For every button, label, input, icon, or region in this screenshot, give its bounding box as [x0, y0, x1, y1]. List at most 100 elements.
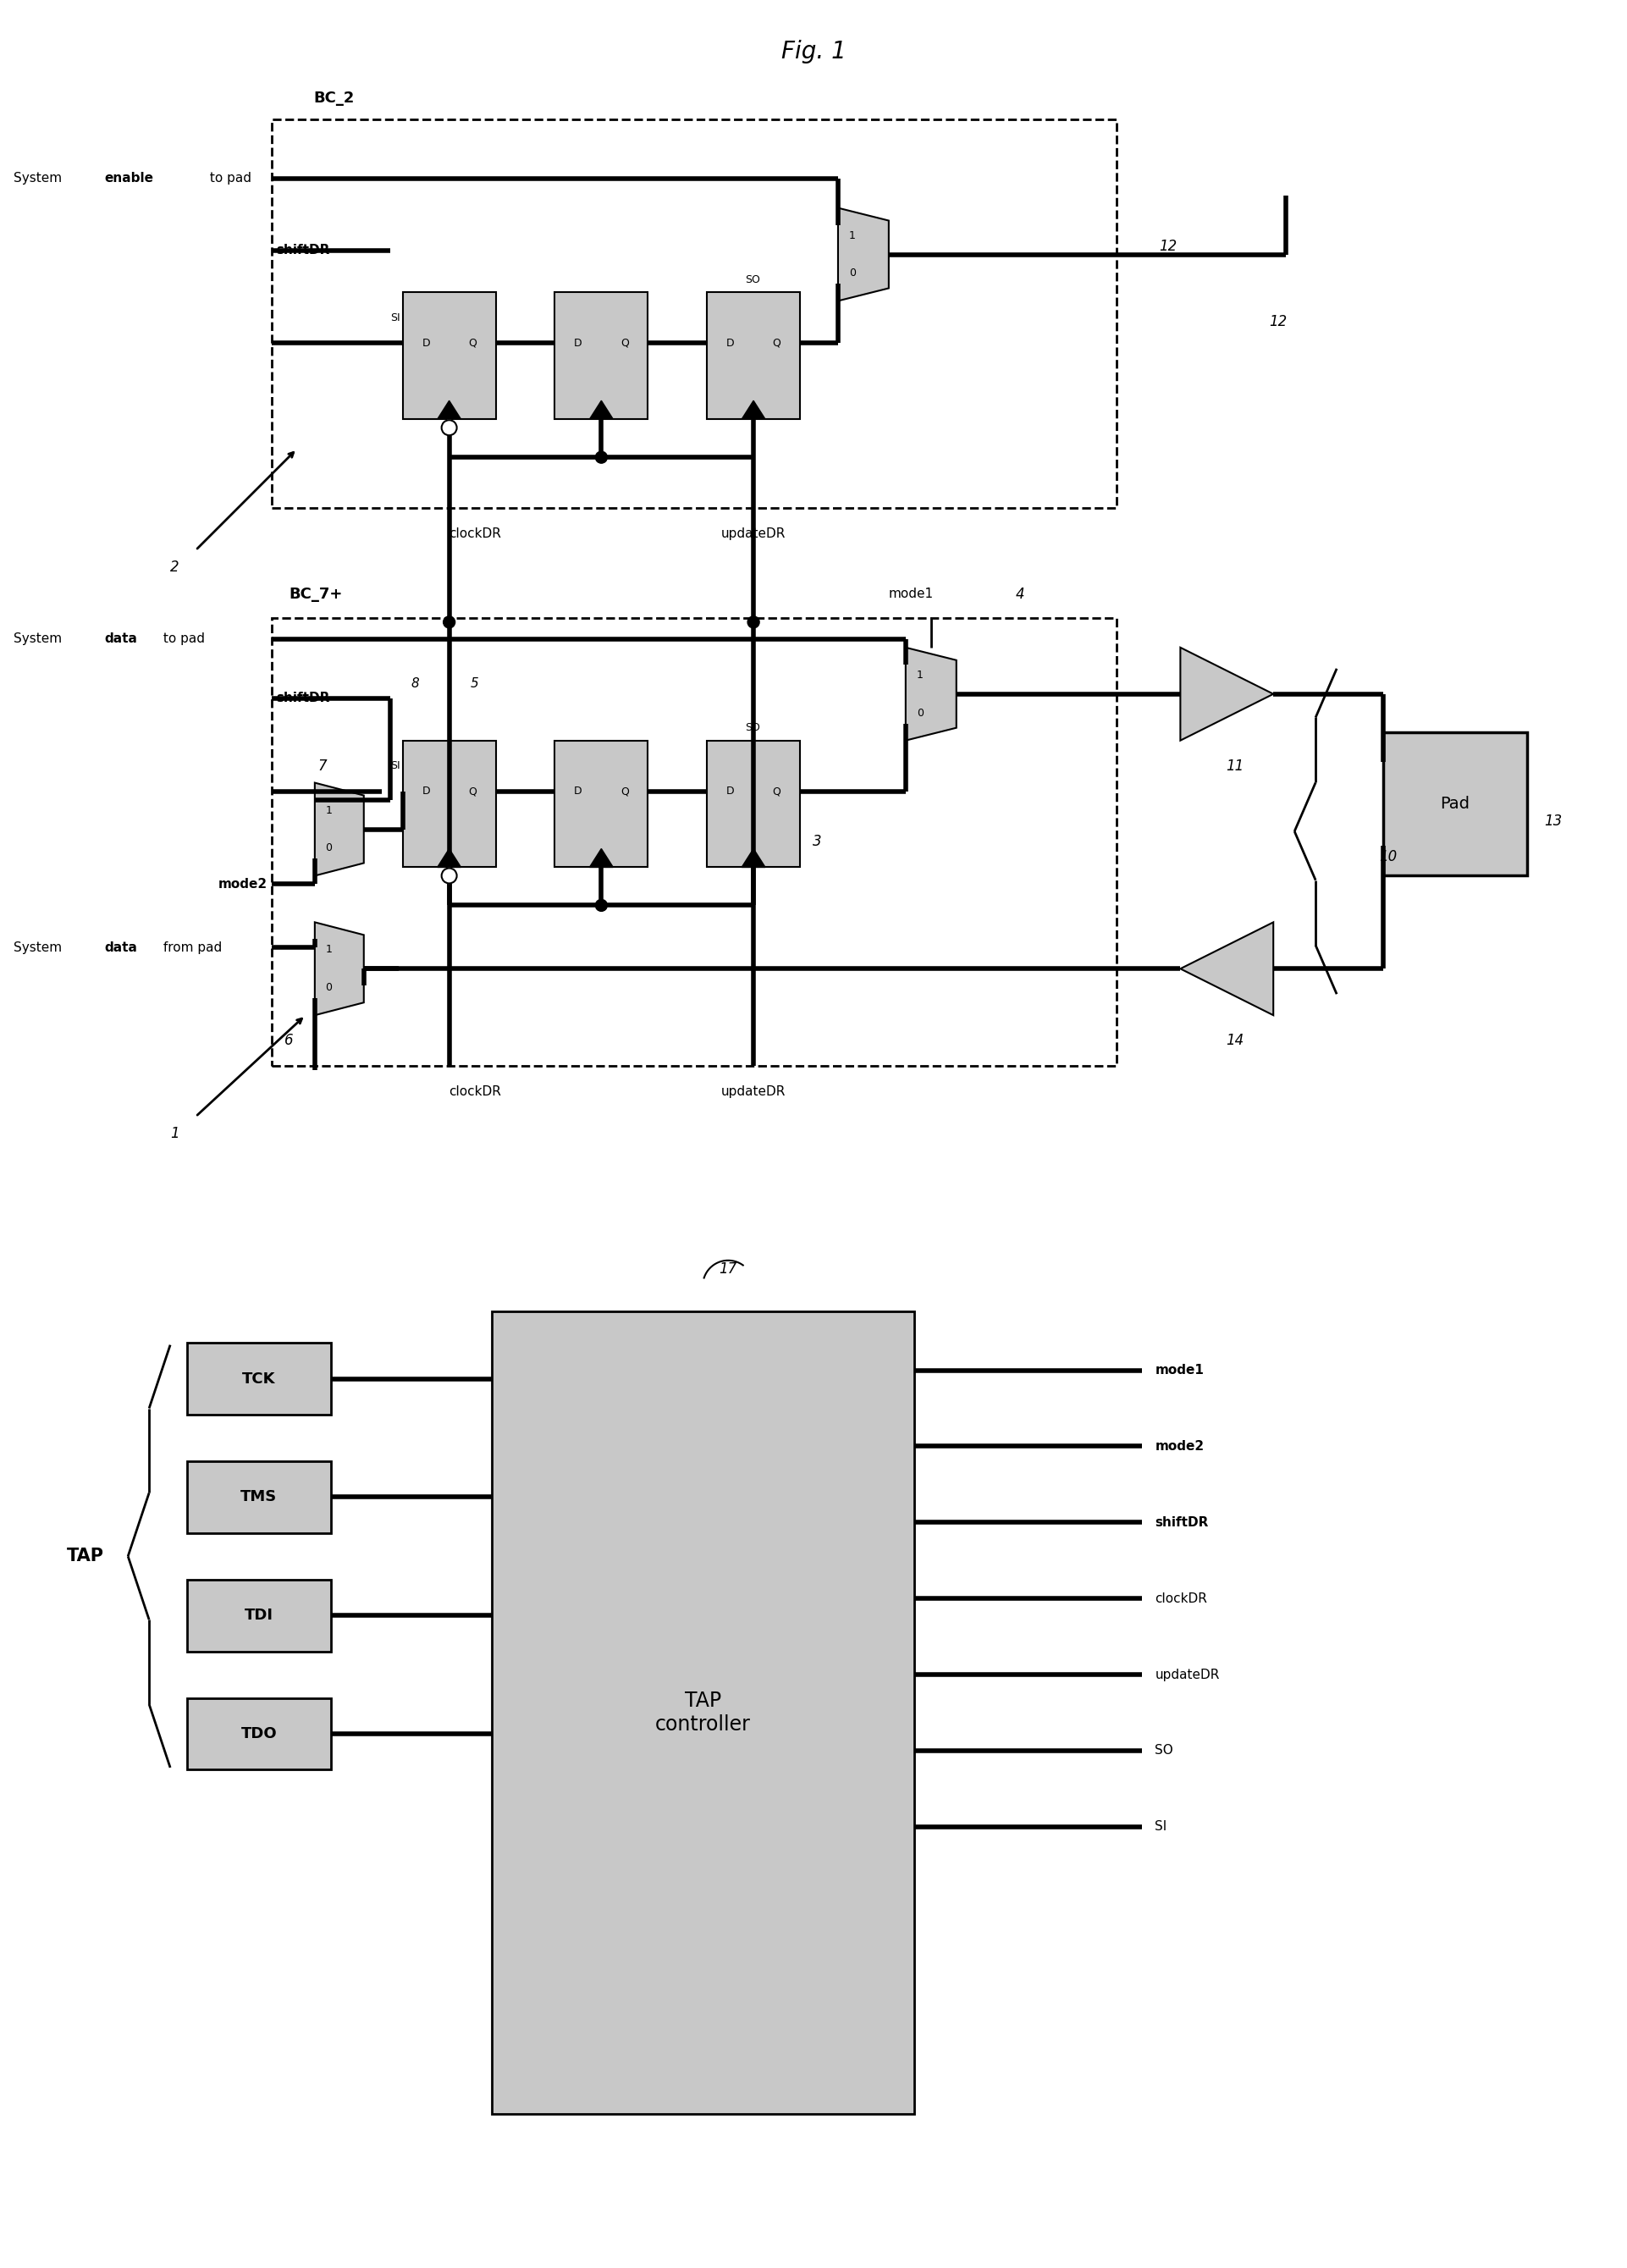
Bar — [187, 1343, 330, 1415]
Text: SI: SI — [390, 760, 400, 771]
Polygon shape — [1180, 923, 1274, 1016]
Text: 14: 14 — [1227, 1032, 1245, 1048]
Bar — [187, 1461, 330, 1533]
Text: SI: SI — [390, 313, 400, 324]
Text: from pad: from pad — [159, 941, 223, 955]
Polygon shape — [742, 848, 765, 866]
Circle shape — [443, 617, 456, 628]
Text: SO: SO — [745, 721, 760, 733]
Text: System: System — [15, 633, 67, 646]
Text: mode1: mode1 — [888, 587, 934, 601]
Text: to pad: to pad — [159, 633, 205, 646]
Text: TMS: TMS — [241, 1490, 277, 1504]
Bar — [272, 120, 1118, 508]
Polygon shape — [589, 401, 613, 420]
Text: D: D — [421, 785, 430, 796]
Bar — [403, 739, 496, 866]
Text: 5: 5 — [470, 678, 478, 689]
Polygon shape — [1180, 646, 1274, 739]
Text: 8: 8 — [412, 678, 420, 689]
Text: Fig. 1: Fig. 1 — [781, 39, 846, 64]
Text: clockDR: clockDR — [1155, 1592, 1207, 1606]
Circle shape — [441, 420, 457, 435]
Text: Q: Q — [620, 785, 628, 796]
Text: shiftDR: shiftDR — [277, 245, 330, 256]
Text: Q: Q — [773, 785, 781, 796]
Text: System: System — [15, 172, 67, 184]
Text: clockDR: clockDR — [449, 1084, 501, 1098]
Text: 12: 12 — [1158, 238, 1178, 254]
Polygon shape — [314, 923, 364, 1016]
Text: D: D — [574, 338, 582, 349]
Bar — [491, 1311, 914, 2114]
Text: 4: 4 — [1015, 587, 1025, 601]
Circle shape — [595, 900, 607, 912]
Polygon shape — [906, 646, 957, 739]
Text: 0: 0 — [849, 268, 856, 279]
Text: to pad: to pad — [205, 172, 252, 184]
Text: Q: Q — [469, 785, 477, 796]
Text: 0: 0 — [916, 708, 924, 719]
Text: clockDR: clockDR — [449, 526, 501, 540]
Text: D: D — [726, 338, 734, 349]
Text: Q: Q — [773, 338, 781, 349]
Bar — [708, 739, 800, 866]
Text: 0: 0 — [325, 844, 332, 853]
Bar — [187, 1699, 330, 1769]
Text: SO: SO — [745, 274, 760, 286]
Text: enable: enable — [104, 172, 153, 184]
Polygon shape — [589, 848, 613, 866]
Text: mode1: mode1 — [1155, 1363, 1204, 1377]
Text: updateDR: updateDR — [721, 526, 786, 540]
Text: shiftDR: shiftDR — [277, 692, 330, 705]
Text: 11: 11 — [1227, 758, 1245, 773]
Bar — [555, 293, 648, 420]
Text: BC_2: BC_2 — [314, 91, 355, 107]
Text: TAP
controller: TAP controller — [656, 1690, 750, 1735]
Polygon shape — [314, 782, 364, 875]
Text: TCK: TCK — [242, 1372, 275, 1386]
Text: 13: 13 — [1544, 814, 1562, 828]
Text: 1: 1 — [171, 1125, 179, 1141]
Bar — [403, 293, 496, 420]
Text: SI: SI — [1155, 1821, 1167, 1833]
Circle shape — [441, 869, 457, 882]
Text: data: data — [104, 633, 137, 646]
Bar — [1383, 733, 1526, 875]
Text: 12: 12 — [1269, 315, 1287, 329]
Text: 6: 6 — [285, 1032, 293, 1048]
Text: 1: 1 — [849, 229, 856, 240]
Text: TAP: TAP — [67, 1547, 104, 1565]
Text: D: D — [421, 338, 430, 349]
Text: data: data — [104, 941, 137, 955]
Text: Q: Q — [469, 338, 477, 349]
Text: SO: SO — [1155, 1744, 1173, 1758]
Polygon shape — [742, 401, 765, 420]
Text: mode2: mode2 — [218, 878, 267, 891]
Bar — [708, 293, 800, 420]
Text: 2: 2 — [171, 560, 179, 574]
Text: 0: 0 — [325, 982, 332, 993]
Text: 10: 10 — [1380, 848, 1398, 864]
Text: 1: 1 — [325, 805, 332, 816]
Text: mode2: mode2 — [1155, 1440, 1204, 1454]
Bar — [555, 739, 648, 866]
Polygon shape — [838, 209, 888, 302]
Text: BC_7+: BC_7+ — [288, 587, 342, 601]
Text: 17: 17 — [719, 1261, 737, 1277]
Text: shiftDR: shiftDR — [1155, 1515, 1209, 1529]
Bar — [187, 1579, 330, 1651]
Text: Pad: Pad — [1440, 796, 1469, 812]
Text: TDI: TDI — [244, 1608, 273, 1624]
Polygon shape — [438, 401, 460, 420]
Text: D: D — [726, 785, 734, 796]
Circle shape — [747, 617, 760, 628]
Bar — [272, 617, 1118, 1066]
Text: updateDR: updateDR — [1155, 1669, 1220, 1681]
Text: 3: 3 — [812, 835, 822, 850]
Text: 1: 1 — [325, 943, 332, 955]
Text: Q: Q — [620, 338, 628, 349]
Text: 7: 7 — [319, 758, 327, 773]
Polygon shape — [438, 848, 460, 866]
Circle shape — [595, 451, 607, 463]
